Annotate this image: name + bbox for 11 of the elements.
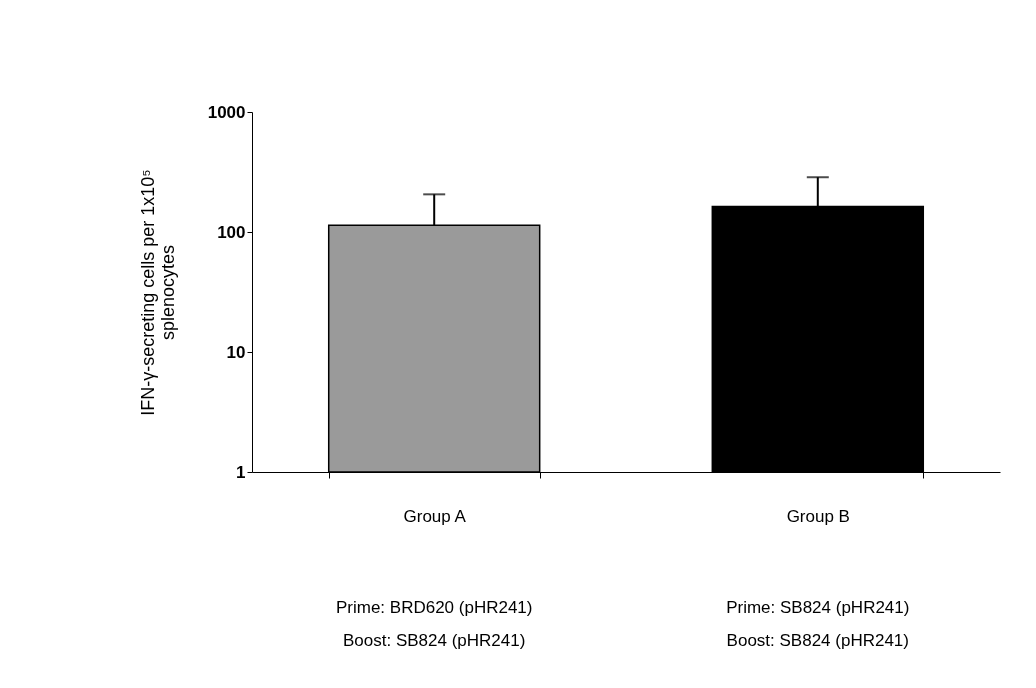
y-tick-label: 100: [217, 222, 246, 242]
y-tick-label: 1000: [207, 102, 246, 122]
x-tick-label: Group A: [403, 506, 467, 526]
text: Boost: SB824 (pHR241): [726, 631, 909, 650]
x-tick-label: Group B: [786, 506, 850, 526]
y-axis-title: IFN-γ-secreting cells per 1x10⁵ splenocytes: [137, 169, 178, 416]
text: Boost: SB824 (pHR241): [343, 631, 526, 650]
y-tick-label: 10: [226, 342, 246, 362]
y-tick-label: 1: [236, 462, 246, 482]
text: Prime: BRD620 (pHR241): [335, 598, 533, 617]
text: Prime: SB824 (pHR241): [726, 598, 910, 617]
